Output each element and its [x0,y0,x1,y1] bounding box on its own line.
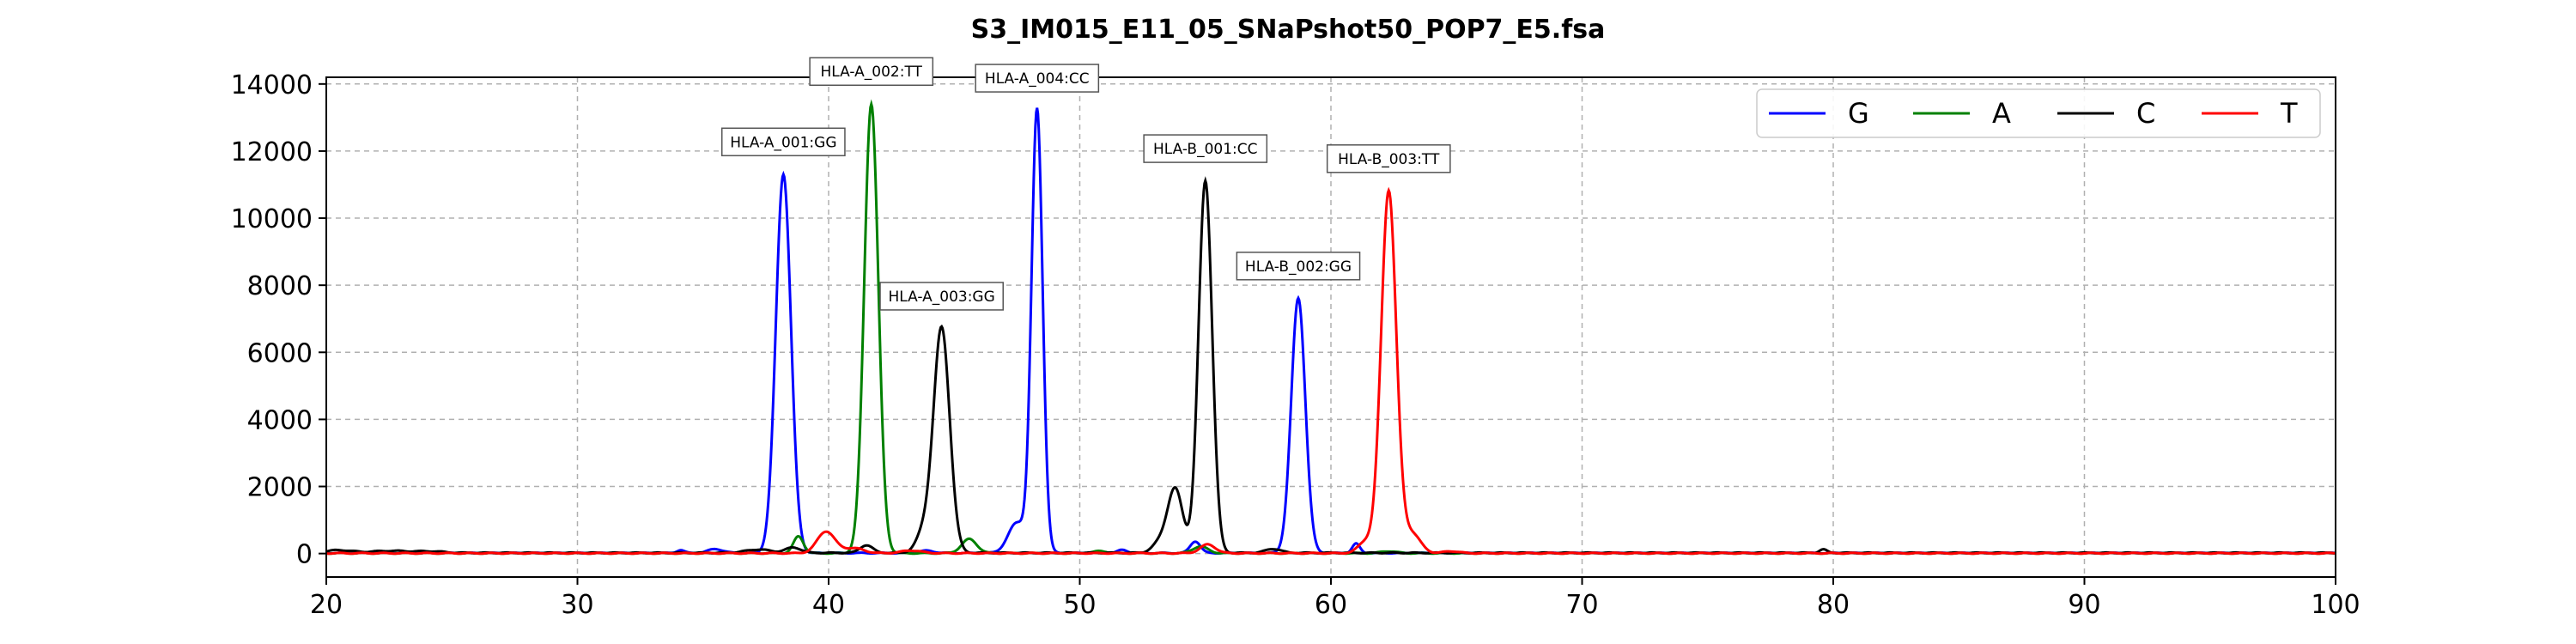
legend-label-A: A [1992,97,2011,130]
x-tick-label: 80 [1817,590,1850,620]
plot-area: 20 30 40 50 60 70 80 90 100 0 2000 4000 6000 8000 1000… [231,57,2360,620]
annotation-label: HLA-A_003:GG [888,289,994,306]
x-tick-label: 20 [310,590,343,620]
x-tick-label: 90 [2068,590,2100,620]
annotation-box [879,282,1004,311]
annotation-label: HLA-B_001:CC [1153,141,1258,158]
y-tick-label: 4000 [247,405,313,435]
x-tick-label: 50 [1063,590,1096,620]
x-tick-label: 70 [1565,590,1598,620]
y-tick-label: 8000 [247,271,313,301]
annotation-label: HLA-B_002:GG [1245,258,1352,276]
x-tick-label: 40 [812,590,845,620]
series-group [326,99,2336,556]
y-tick-label: 0 [296,540,313,570]
annotation-label: HLA-B_003:TT [1338,151,1440,168]
annotation-box [1236,252,1361,281]
y-tick-label: 6000 [247,338,313,368]
y-tick-label: 14000 [231,70,313,100]
annotation-label: HLA-A_001:GG [730,134,836,151]
annotation-box [975,64,1100,93]
annotation-box [809,57,934,86]
x-tick-label: 100 [2311,590,2360,620]
legend-box [1756,88,2321,138]
annotation-label: HLA-A_002:TT [821,64,923,81]
x-tick-label: 30 [561,590,593,620]
y-tick-label: 2000 [247,473,313,503]
legend-label-G: G [1848,97,1869,130]
annotation-box [1143,134,1268,163]
y-tick-label: 10000 [231,204,313,234]
chart-title: S3_IM015_E11_05_SNaPshot50_POP7_E5.fsa [971,15,1606,45]
legend-label-C: C [2136,97,2155,130]
series-line-T [326,186,2336,556]
annotation-box [1326,144,1451,173]
annotation-box [721,127,846,157]
legend-label-T: T [2280,97,2298,130]
y-tick-label: 12000 [231,137,313,167]
x-tick-label: 60 [1315,590,1347,620]
annotation-label: HLA-A_004:CC [985,70,1090,88]
